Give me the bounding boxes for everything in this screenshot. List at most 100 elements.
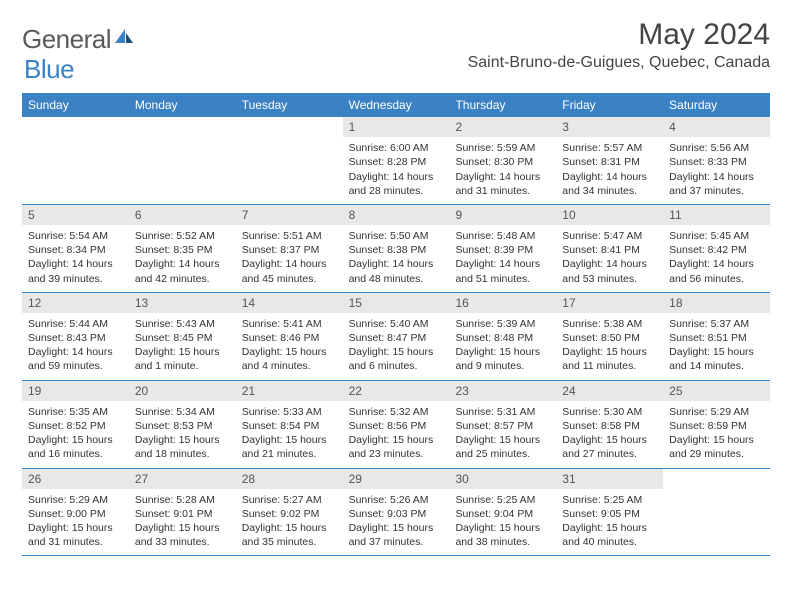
- day-daylight2: and 31 minutes.: [28, 535, 123, 549]
- day-number: 14: [236, 293, 343, 313]
- day-cell: 30Sunrise: 5:25 AMSunset: 9:04 PMDayligh…: [449, 469, 556, 556]
- day-daylight2: and 18 minutes.: [135, 447, 230, 461]
- day-number: 6: [129, 205, 236, 225]
- day-sunrise: Sunrise: 5:59 AM: [455, 141, 550, 155]
- day-daylight2: and 37 minutes.: [349, 535, 444, 549]
- day-sunset: Sunset: 9:05 PM: [562, 507, 657, 521]
- day-cell: 31Sunrise: 5:25 AMSunset: 9:05 PMDayligh…: [556, 469, 663, 556]
- day-sunrise: Sunrise: 5:38 AM: [562, 317, 657, 331]
- day-sunrise: Sunrise: 6:00 AM: [349, 141, 444, 155]
- day-cell: 22Sunrise: 5:32 AMSunset: 8:56 PMDayligh…: [343, 381, 450, 468]
- day-daylight2: and 11 minutes.: [562, 359, 657, 373]
- day-daylight1: Daylight: 15 hours: [669, 433, 764, 447]
- day-sunset: Sunset: 8:48 PM: [455, 331, 550, 345]
- day-cell: 20Sunrise: 5:34 AMSunset: 8:53 PMDayligh…: [129, 381, 236, 468]
- day-daylight2: and 56 minutes.: [669, 272, 764, 286]
- day-sunset: Sunset: 8:31 PM: [562, 155, 657, 169]
- day-number: 16: [449, 293, 556, 313]
- calendar: SundayMondayTuesdayWednesdayThursdayFrid…: [22, 93, 770, 556]
- day-sunset: Sunset: 8:52 PM: [28, 419, 123, 433]
- day-number: 21: [236, 381, 343, 401]
- day-daylight1: Daylight: 14 hours: [562, 170, 657, 184]
- weekday-header: Friday: [556, 93, 663, 117]
- weekday-header: Tuesday: [236, 93, 343, 117]
- week-row: 12Sunrise: 5:44 AMSunset: 8:43 PMDayligh…: [22, 293, 770, 381]
- day-sunset: Sunset: 9:00 PM: [28, 507, 123, 521]
- day-sunset: Sunset: 9:03 PM: [349, 507, 444, 521]
- day-number: 11: [663, 205, 770, 225]
- weekday-row: SundayMondayTuesdayWednesdayThursdayFrid…: [22, 93, 770, 117]
- day-cell: 11Sunrise: 5:45 AMSunset: 8:42 PMDayligh…: [663, 205, 770, 292]
- day-sunrise: Sunrise: 5:35 AM: [28, 405, 123, 419]
- day-daylight1: Daylight: 15 hours: [242, 345, 337, 359]
- day-number: 4: [663, 117, 770, 137]
- day-daylight1: Daylight: 15 hours: [135, 433, 230, 447]
- day-cell: 26Sunrise: 5:29 AMSunset: 9:00 PMDayligh…: [22, 469, 129, 556]
- day-cell: 19Sunrise: 5:35 AMSunset: 8:52 PMDayligh…: [22, 381, 129, 468]
- day-number: 23: [449, 381, 556, 401]
- day-sunset: Sunset: 9:04 PM: [455, 507, 550, 521]
- day-daylight2: and 6 minutes.: [349, 359, 444, 373]
- day-sunset: Sunset: 8:38 PM: [349, 243, 444, 257]
- weekday-header: Saturday: [663, 93, 770, 117]
- weeks-container: 1Sunrise: 6:00 AMSunset: 8:28 PMDaylight…: [22, 117, 770, 556]
- location-text: Saint-Bruno-de-Guigues, Quebec, Canada: [468, 54, 770, 72]
- day-daylight2: and 28 minutes.: [349, 184, 444, 198]
- day-number: 25: [663, 381, 770, 401]
- day-daylight2: and 1 minute.: [135, 359, 230, 373]
- day-sunrise: Sunrise: 5:43 AM: [135, 317, 230, 331]
- day-cell: 5Sunrise: 5:54 AMSunset: 8:34 PMDaylight…: [22, 205, 129, 292]
- day-cell: [22, 117, 129, 204]
- day-sunset: Sunset: 8:30 PM: [455, 155, 550, 169]
- day-number: 3: [556, 117, 663, 137]
- week-row: 1Sunrise: 6:00 AMSunset: 8:28 PMDaylight…: [22, 117, 770, 205]
- day-daylight2: and 16 minutes.: [28, 447, 123, 461]
- day-daylight2: and 31 minutes.: [455, 184, 550, 198]
- day-daylight1: Daylight: 15 hours: [349, 433, 444, 447]
- day-sunset: Sunset: 8:42 PM: [669, 243, 764, 257]
- day-number: 2: [449, 117, 556, 137]
- day-cell: 29Sunrise: 5:26 AMSunset: 9:03 PMDayligh…: [343, 469, 450, 556]
- day-daylight2: and 42 minutes.: [135, 272, 230, 286]
- day-daylight1: Daylight: 14 hours: [349, 170, 444, 184]
- week-row: 19Sunrise: 5:35 AMSunset: 8:52 PMDayligh…: [22, 381, 770, 469]
- day-daylight1: Daylight: 15 hours: [242, 433, 337, 447]
- day-sunrise: Sunrise: 5:31 AM: [455, 405, 550, 419]
- day-sunset: Sunset: 8:33 PM: [669, 155, 764, 169]
- day-daylight1: Daylight: 14 hours: [455, 170, 550, 184]
- day-number: 7: [236, 205, 343, 225]
- day-daylight2: and 45 minutes.: [242, 272, 337, 286]
- logo: General: [22, 24, 135, 55]
- logo-text-general: General: [22, 24, 111, 55]
- day-daylight1: Daylight: 15 hours: [242, 521, 337, 535]
- day-cell: 2 Sunrise: 5:59 AMSunset: 8:30 PMDaylight…: [449, 117, 556, 204]
- day-daylight2: and 59 minutes.: [28, 359, 123, 373]
- day-sunset: Sunset: 8:45 PM: [135, 331, 230, 345]
- day-daylight2: and 37 minutes.: [669, 184, 764, 198]
- day-daylight1: Daylight: 14 hours: [28, 257, 123, 271]
- weekday-header: Thursday: [449, 93, 556, 117]
- day-daylight1: Daylight: 15 hours: [455, 345, 550, 359]
- day-sunset: Sunset: 8:46 PM: [242, 331, 337, 345]
- day-sunrise: Sunrise: 5:39 AM: [455, 317, 550, 331]
- day-sunrise: Sunrise: 5:29 AM: [28, 493, 123, 507]
- day-cell: 12Sunrise: 5:44 AMSunset: 8:43 PMDayligh…: [22, 293, 129, 380]
- day-cell: 23Sunrise: 5:31 AMSunset: 8:57 PMDayligh…: [449, 381, 556, 468]
- day-number: 13: [129, 293, 236, 313]
- day-cell: [663, 469, 770, 556]
- day-sunset: Sunset: 8:53 PM: [135, 419, 230, 433]
- day-daylight2: and 51 minutes.: [455, 272, 550, 286]
- day-sunset: Sunset: 8:50 PM: [562, 331, 657, 345]
- day-sunrise: Sunrise: 5:40 AM: [349, 317, 444, 331]
- day-sunset: Sunset: 8:57 PM: [455, 419, 550, 433]
- day-daylight1: Daylight: 15 hours: [562, 521, 657, 535]
- day-sunrise: Sunrise: 5:48 AM: [455, 229, 550, 243]
- day-sunset: Sunset: 9:02 PM: [242, 507, 337, 521]
- day-sunrise: Sunrise: 5:56 AM: [669, 141, 764, 155]
- day-daylight1: Daylight: 14 hours: [669, 170, 764, 184]
- day-daylight1: Daylight: 15 hours: [562, 345, 657, 359]
- day-cell: 28Sunrise: 5:27 AMSunset: 9:02 PMDayligh…: [236, 469, 343, 556]
- day-cell: 6Sunrise: 5:52 AMSunset: 8:35 PMDaylight…: [129, 205, 236, 292]
- day-cell: 8Sunrise: 5:50 AMSunset: 8:38 PMDaylight…: [343, 205, 450, 292]
- day-number: 10: [556, 205, 663, 225]
